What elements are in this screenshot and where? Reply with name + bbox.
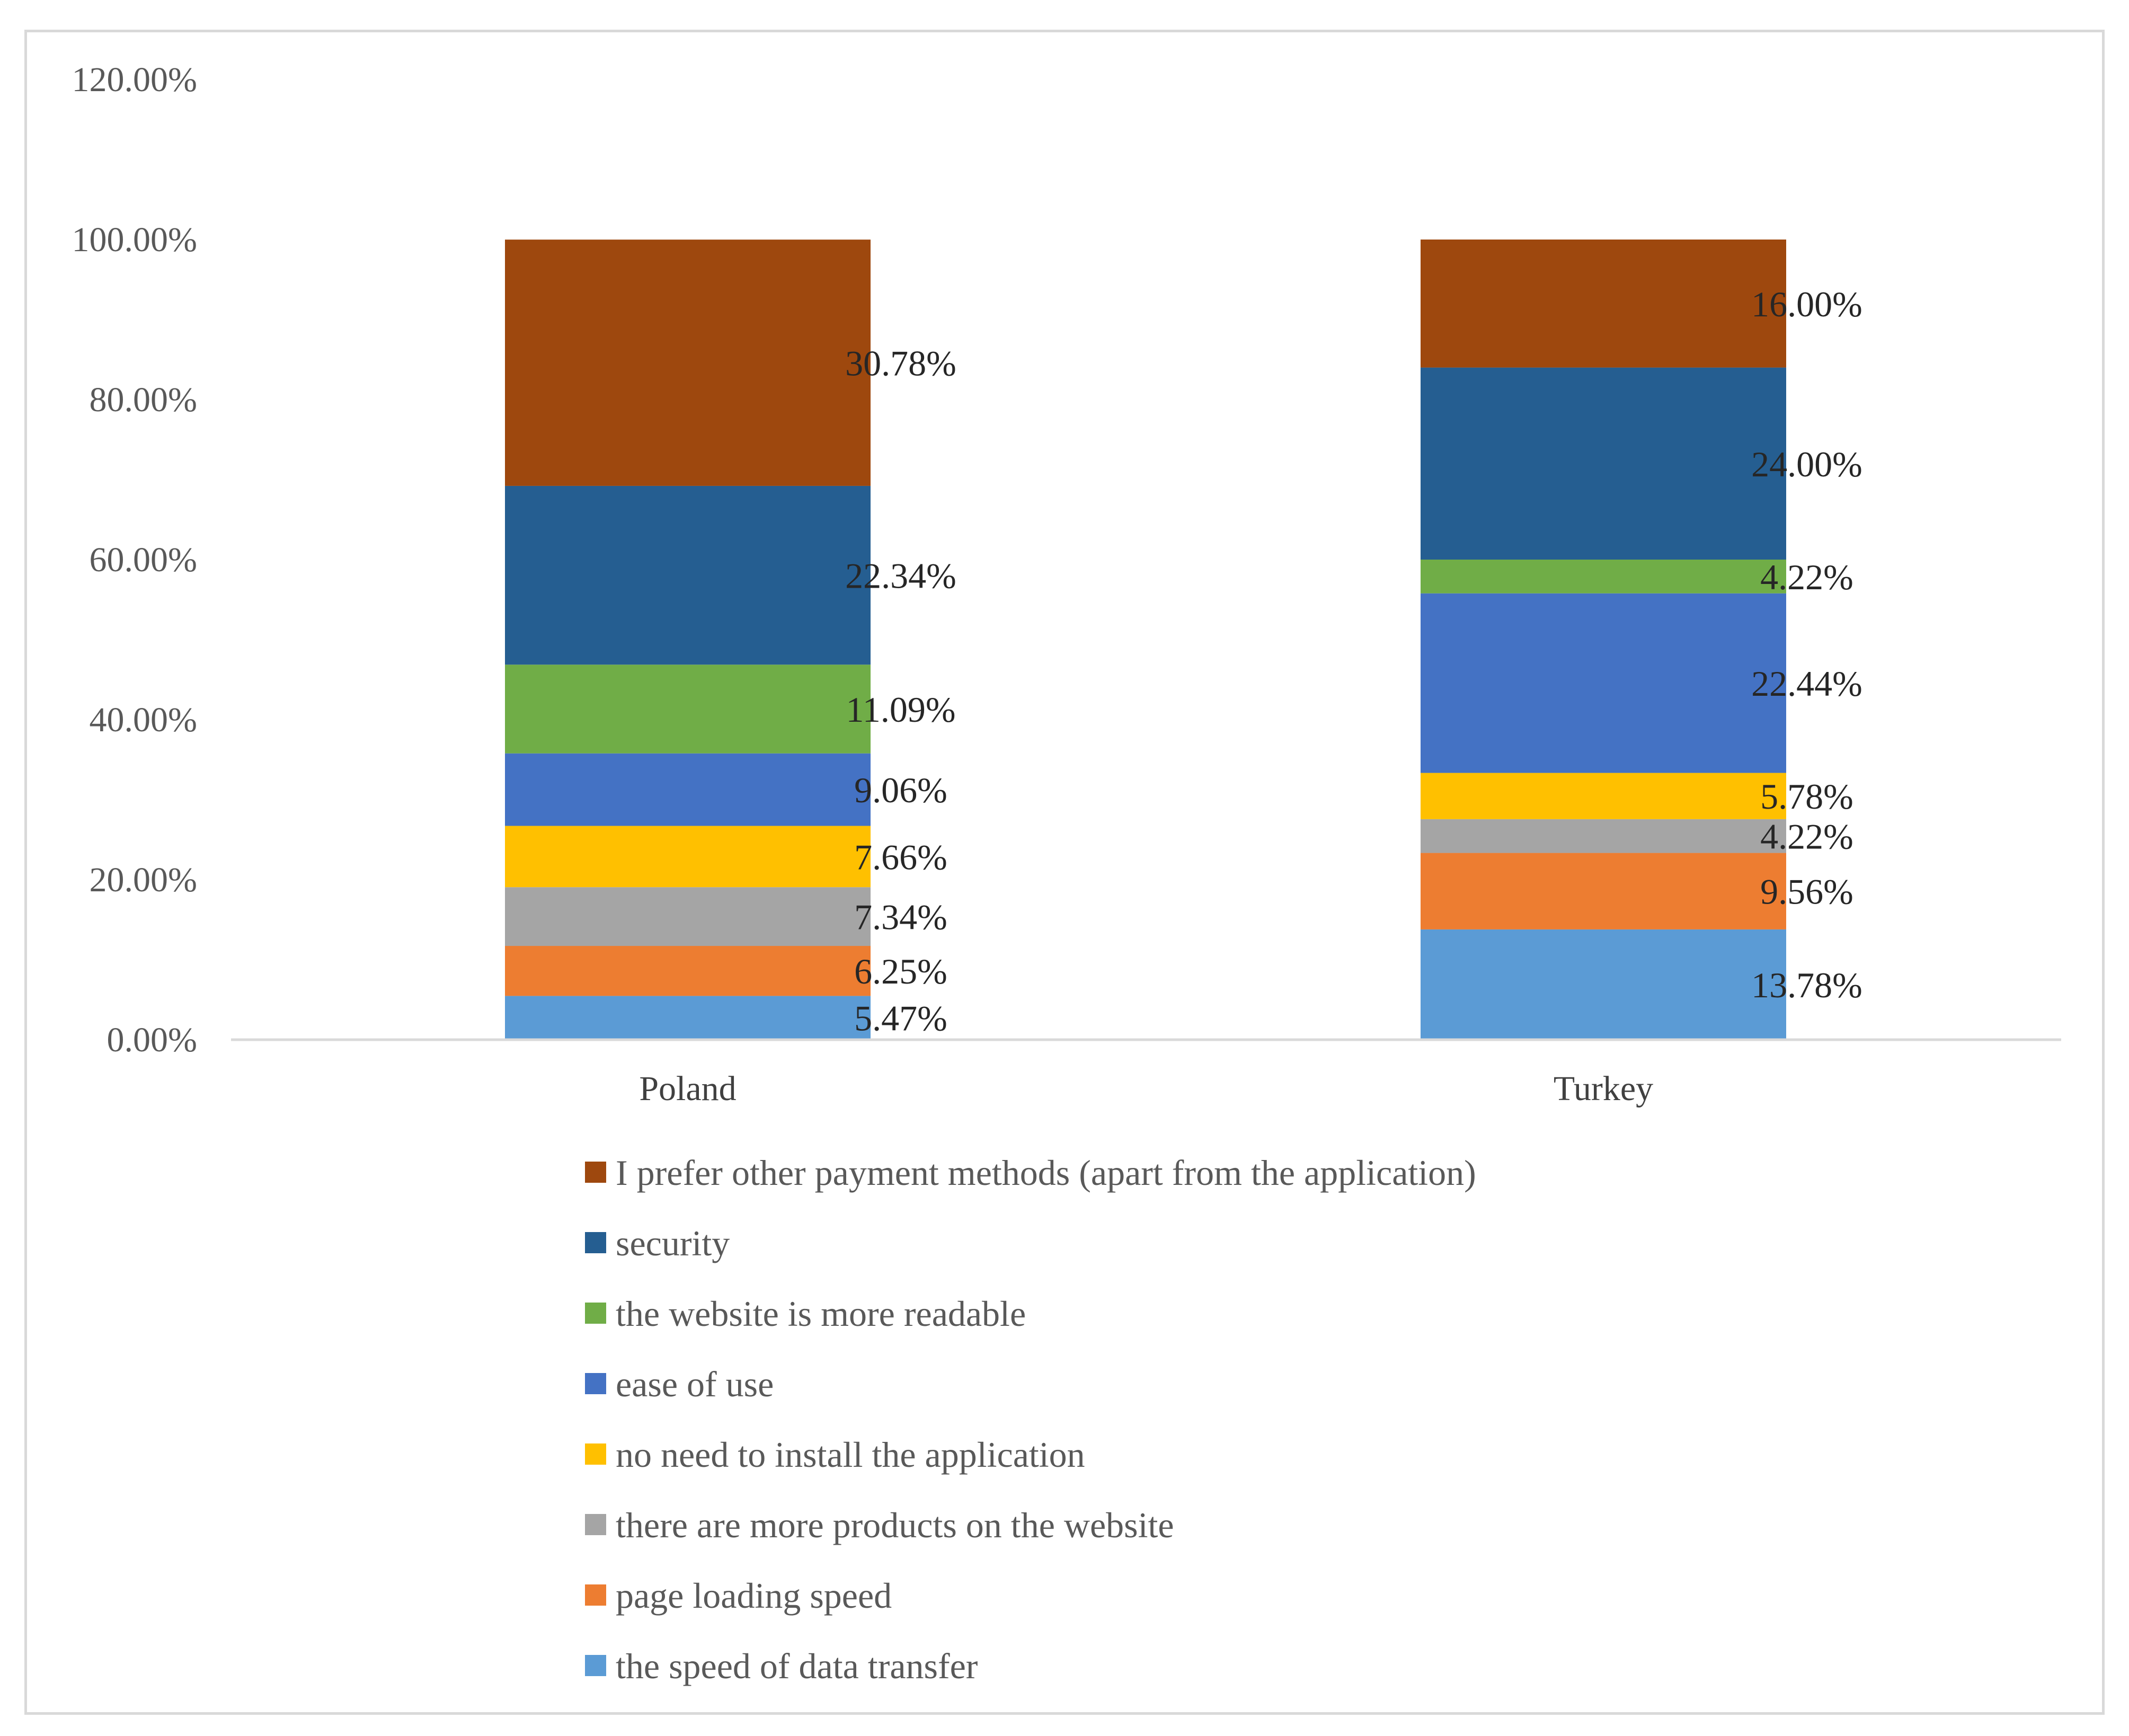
data-label: 4.22% bbox=[1760, 817, 1853, 857]
y-tick-label: 20.00% bbox=[90, 861, 197, 899]
plot-area bbox=[505, 240, 1786, 1040]
bar-segment bbox=[505, 826, 871, 888]
data-label: 30.78% bbox=[845, 343, 956, 384]
legend-swatch bbox=[585, 1655, 606, 1676]
data-label: 7.66% bbox=[854, 837, 947, 877]
legend: I prefer other payment methods (apart fr… bbox=[585, 1153, 1476, 1686]
bar-segment bbox=[1421, 560, 1786, 594]
data-label: 22.34% bbox=[845, 556, 956, 596]
category-label: Poland bbox=[639, 1069, 736, 1108]
legend-label: ease of use bbox=[616, 1364, 774, 1404]
bar-segment bbox=[505, 485, 871, 665]
bar-segment bbox=[1421, 929, 1786, 1040]
bar-segment bbox=[505, 946, 871, 996]
y-axis: 0.00% 20.00% 40.00% 60.00% 80.00% 100.00% 120.… bbox=[72, 60, 197, 1059]
legend-swatch bbox=[585, 1232, 606, 1253]
legend-label: the website is more readable bbox=[616, 1294, 1026, 1334]
data-label: 7.34% bbox=[854, 897, 947, 937]
legend-label: the speed of data transfer bbox=[616, 1646, 978, 1686]
data-label: 24.00% bbox=[1751, 444, 1862, 484]
bar-segment bbox=[1421, 593, 1786, 773]
data-label: 9.56% bbox=[1760, 872, 1853, 912]
legend-label: there are more products on the website bbox=[616, 1505, 1174, 1545]
y-tick-label: 120.00% bbox=[72, 60, 197, 99]
legend-label: I prefer other payment methods (apart fr… bbox=[616, 1153, 1476, 1193]
bar-segment bbox=[505, 240, 871, 486]
legend-swatch bbox=[585, 1584, 606, 1606]
y-tick-label: 0.00% bbox=[107, 1021, 197, 1059]
y-tick-label: 100.00% bbox=[72, 220, 197, 259]
bar-segment bbox=[1421, 853, 1786, 929]
bar-segment bbox=[1421, 240, 1786, 368]
bar-segment bbox=[1421, 367, 1786, 560]
data-labels: 5.47% 6.25% 7.34% 7.66% 9.06% 11.09% 22.34% 30.… bbox=[845, 284, 1862, 1039]
bar-segment bbox=[1421, 773, 1786, 819]
category-label: Turkey bbox=[1554, 1069, 1653, 1108]
legend-swatch bbox=[585, 1162, 606, 1183]
legend-label: page loading speed bbox=[616, 1575, 892, 1616]
bar-segment bbox=[1421, 819, 1786, 853]
data-label: 22.44% bbox=[1751, 663, 1862, 704]
y-tick-label: 60.00% bbox=[90, 541, 197, 579]
data-label: 9.06% bbox=[854, 770, 947, 810]
data-label: 6.25% bbox=[854, 951, 947, 991]
bar-segment bbox=[505, 753, 871, 826]
legend-swatch bbox=[585, 1303, 606, 1324]
data-label: 4.22% bbox=[1760, 557, 1853, 597]
chart-frame bbox=[24, 30, 2105, 1715]
x-axis: Poland Turkey bbox=[231, 1038, 2061, 1108]
data-label: 5.47% bbox=[854, 998, 947, 1039]
data-label: 5.78% bbox=[1760, 776, 1853, 817]
y-tick-label: 40.00% bbox=[90, 701, 197, 739]
data-label: 11.09% bbox=[846, 689, 955, 730]
legend-swatch bbox=[585, 1443, 606, 1465]
bar-segment bbox=[505, 996, 871, 1040]
bar-segment bbox=[505, 887, 871, 946]
legend-swatch bbox=[585, 1373, 606, 1394]
legend-swatch bbox=[585, 1514, 606, 1535]
data-label: 13.78% bbox=[1751, 965, 1862, 1005]
data-label: 16.00% bbox=[1751, 284, 1862, 324]
legend-label: no need to install the application bbox=[616, 1434, 1085, 1475]
y-tick-label: 80.00% bbox=[90, 380, 197, 419]
bar-segment bbox=[505, 665, 871, 754]
legend-label: security bbox=[616, 1223, 730, 1263]
